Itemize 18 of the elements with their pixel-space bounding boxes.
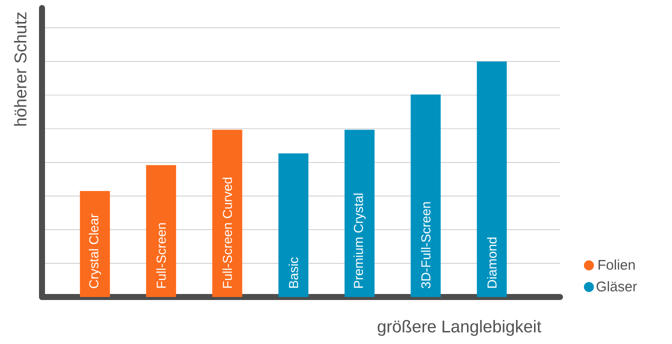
x-tick-label: Full-Screen [156,223,166,288]
x-axis-title: größere Langlebigkeit [378,320,542,336]
bar [410,94,441,297]
x-tick-label: Premium Crystal [353,194,366,288]
bar [80,191,110,297]
x-tick-label: Diamond [487,238,497,288]
x-tick-label: 3D-Full-Screen [420,202,430,288]
bar [212,130,242,297]
legend-label: Folien [598,260,635,270]
bar [146,165,176,297]
bar [278,153,308,297]
x-tick-label: Basic [288,257,298,288]
bar [476,61,507,297]
y-axis-title: höherer Schutz [14,12,26,126]
legend-label: Gläser [596,281,637,292]
bar [344,130,375,297]
x-tick-label: Full-Screen Curved [222,178,232,288]
x-tick-label: Crystal Clear [88,214,101,288]
